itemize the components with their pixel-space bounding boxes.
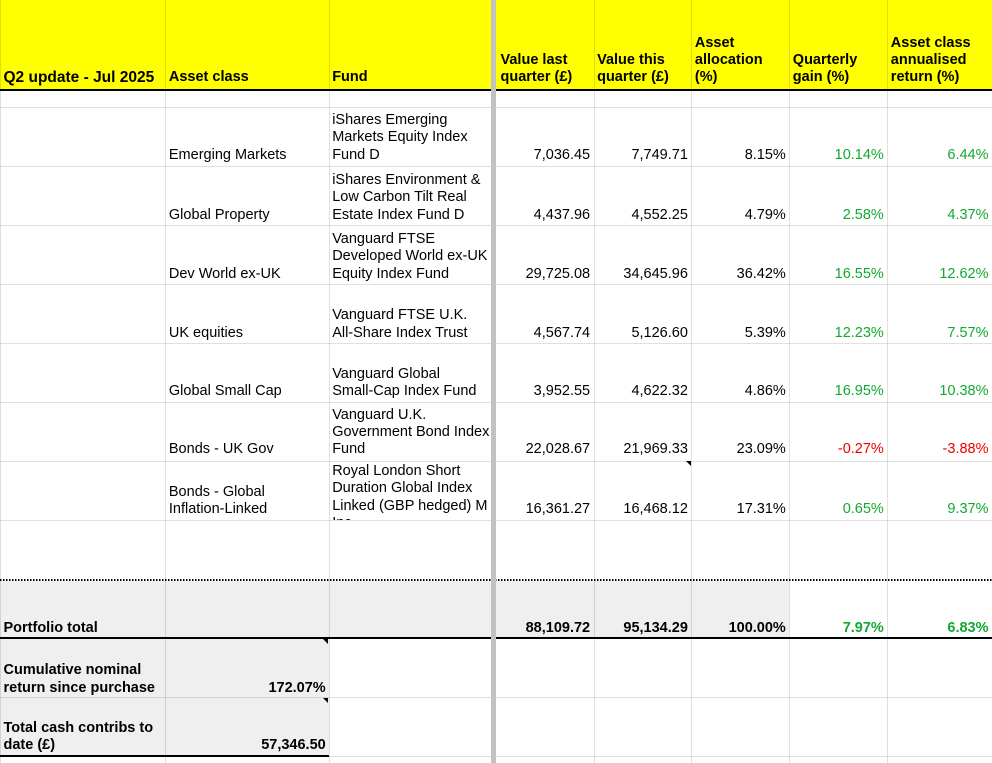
cell-gain[interactable]: 16.95% <box>834 383 884 400</box>
cell-allocation[interactable]: 17.31% <box>736 501 786 518</box>
gridline-col-f-g <box>789 0 791 763</box>
summary-rows-fill <box>0 638 329 755</box>
cell-allocation[interactable]: 8.15% <box>744 146 786 163</box>
cell-header-allocation[interactable]: Asset allocation (%) <box>694 34 763 86</box>
cell-value-this[interactable]: 16,468.12 <box>623 501 688 518</box>
cell-gain[interactable]: 0.65% <box>842 501 884 518</box>
cell-allocation[interactable]: 36.42% <box>736 265 786 282</box>
cell-cumulative-return-value[interactable]: 172.07% <box>268 679 326 696</box>
cell-fund[interactable]: Royal London Short Duration Global Index… <box>332 463 488 520</box>
cell-asset-class[interactable]: Dev World ex-UK <box>168 265 281 282</box>
cell-total-annualised[interactable]: 6.83% <box>947 619 989 636</box>
gridline-row <box>0 343 992 345</box>
gridline-col-g-h <box>887 0 889 763</box>
cell-fund[interactable]: Vanguard FTSE Developed World ex-UK Equi… <box>332 231 488 282</box>
cell-value-this[interactable]: 21,969.33 <box>623 441 688 458</box>
gridline-col-b-c <box>328 0 330 763</box>
cell-annualised[interactable]: 6.44% <box>947 146 989 163</box>
cell-allocation[interactable]: 4.86% <box>744 383 786 400</box>
note-marker-icon[interactable] <box>323 697 329 703</box>
cell-asset-class[interactable]: UK equities <box>168 324 244 341</box>
gridline-row <box>0 520 992 521</box>
cell-value-last[interactable]: 29,725.08 <box>525 265 591 282</box>
cell-header-asset-class[interactable]: Asset class <box>168 69 249 86</box>
cell-fund[interactable]: Vanguard U.K. Government Bond Index Fund <box>332 406 490 458</box>
cell-fund[interactable]: iShares Environment & Low Carbon Tilt Re… <box>332 172 481 223</box>
cell-header-fund[interactable]: Fund <box>332 69 368 86</box>
cell-asset-class[interactable]: Bonds - UK Gov <box>168 441 274 458</box>
gridline-row <box>0 284 992 286</box>
cell-total-value-last[interactable]: 88,109.72 <box>525 619 591 636</box>
cell-annualised[interactable]: -3.88% <box>942 441 989 458</box>
cell-annualised[interactable]: 12.62% <box>939 265 989 282</box>
cell-total-allocation[interactable]: 100.00% <box>728 619 786 636</box>
header-row-fill <box>0 0 992 89</box>
cell-value-last[interactable]: 4,567.74 <box>533 324 591 341</box>
note-marker-icon[interactable] <box>323 639 329 645</box>
cell-allocation[interactable]: 23.09% <box>736 441 786 458</box>
gridline-row <box>328 756 992 758</box>
cell-value-last[interactable]: 16,361.27 <box>525 501 591 518</box>
cell-fund[interactable]: Vanguard FTSE U.K. All-Share Index Trust <box>332 307 468 341</box>
cell-value-last[interactable]: 3,952.55 <box>533 383 591 400</box>
gridline-col-e-f <box>691 0 693 763</box>
freeze-pane-divider[interactable] <box>491 0 496 763</box>
gridline-row <box>0 697 992 699</box>
cell-value-this[interactable]: 4,552.25 <box>631 206 688 223</box>
cell-gain[interactable]: 12.23% <box>834 324 884 341</box>
cell-annualised[interactable]: 9.37% <box>947 501 989 518</box>
cell-header-value-this[interactable]: Value this quarter (£) <box>597 51 669 86</box>
cell-value-last[interactable]: 7,036.45 <box>533 146 591 163</box>
portfolio-total-row-fill <box>0 580 790 637</box>
cell-header-value-last[interactable]: Value last quarter (£) <box>500 51 573 86</box>
total-row-bottom-border <box>0 636 992 639</box>
cell-value-this[interactable]: 7,749.71 <box>631 146 688 163</box>
header-bottom-border <box>0 88 992 91</box>
cell-gain[interactable]: -0.27% <box>837 441 884 458</box>
cell-value-this[interactable]: 34,645.96 <box>623 265 688 282</box>
gridline-row <box>0 402 992 404</box>
cell-value-last[interactable]: 22,028.67 <box>525 441 591 458</box>
cell-fund[interactable]: iShares Emerging Markets Equity Index Fu… <box>332 112 468 163</box>
note-marker-icon[interactable] <box>686 461 692 467</box>
gridline-row <box>0 166 992 168</box>
cell-cash-contribs-label[interactable]: Total cash contribs to date (£) <box>3 719 154 754</box>
cell-value-this[interactable]: 5,126.60 <box>631 324 688 341</box>
cell-portfolio-total-label[interactable]: Portfolio total <box>3 619 98 636</box>
cell-value-last[interactable]: 4,437.96 <box>533 206 591 223</box>
cell-asset-class[interactable]: Bonds - Global Inflation-Linked <box>168 483 268 518</box>
cell-title[interactable]: Q2 update - Jul 2025 <box>3 69 155 87</box>
gridline-row <box>0 460 992 462</box>
cell-gain[interactable]: 16.55% <box>834 265 884 282</box>
cell-cumulative-return-label[interactable]: Cumulative nominal return since purchase <box>3 662 156 696</box>
cell-allocation[interactable]: 4.79% <box>744 206 786 223</box>
cell-gain[interactable]: 2.58% <box>842 206 884 223</box>
gridline-row <box>0 225 992 227</box>
gridline-col-a-b <box>165 0 167 763</box>
cell-asset-class[interactable]: Global Property <box>168 206 270 223</box>
cell-gain[interactable]: 10.14% <box>834 146 884 163</box>
total-row-top-dotted-border <box>0 579 992 581</box>
cell-annualised[interactable]: 4.37% <box>947 206 989 223</box>
gridline-row <box>0 107 992 109</box>
gridline-left-edge <box>0 0 1 763</box>
cell-header-annualised[interactable]: Asset class annualised return (%) <box>890 34 971 86</box>
cell-total-value-this[interactable]: 95,134.29 <box>623 619 688 636</box>
cell-asset-class[interactable]: Emerging Markets <box>168 146 287 163</box>
cell-total-gain[interactable]: 7.97% <box>842 619 884 636</box>
cell-asset-class[interactable]: Global Small Cap <box>168 383 282 400</box>
cell-annualised[interactable]: 7.57% <box>947 324 989 341</box>
cell-header-gain[interactable]: Quarterly gain (%) <box>792 51 858 86</box>
cell-annualised[interactable]: 10.38% <box>939 383 989 400</box>
cell-value-this[interactable]: 4,622.32 <box>631 383 688 400</box>
gridline-col-d-e <box>593 0 595 763</box>
summary-bottom-border <box>0 754 329 757</box>
cell-cash-contribs-value[interactable]: 57,346.50 <box>261 737 326 754</box>
cell-fund[interactable]: Vanguard Global Small-Cap Index Fund <box>332 365 477 400</box>
cell-allocation[interactable]: 5.39% <box>744 324 786 341</box>
